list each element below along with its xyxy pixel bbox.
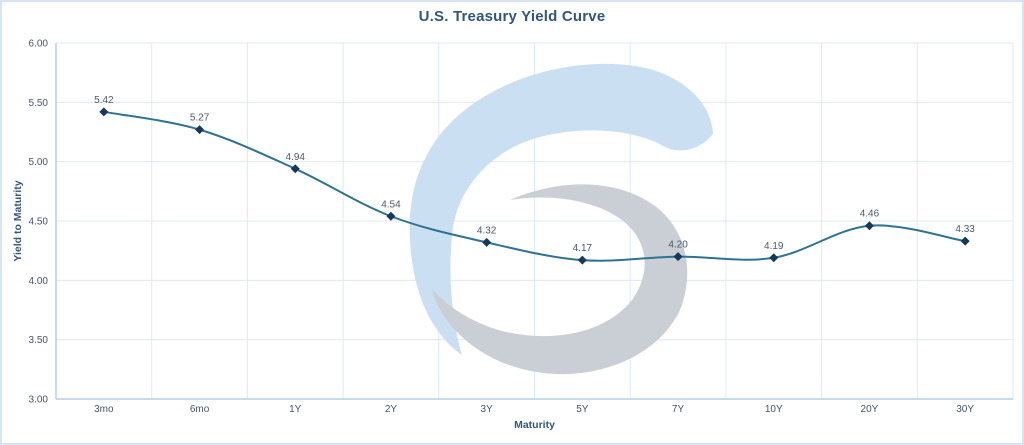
data-point-marker (577, 255, 587, 265)
data-label: 5.27 (190, 113, 210, 124)
y-tick-label: 4.50 (29, 217, 49, 228)
data-point-marker (960, 236, 970, 246)
data-label: 4.17 (573, 243, 593, 254)
data-point-marker (195, 125, 205, 135)
y-tick-label: 4.00 (29, 276, 49, 287)
brand-swirl-logo-watermark-inner-icon (432, 184, 688, 375)
x-tick-label: 30Y (956, 404, 974, 415)
yield-curve-line (103, 110, 966, 262)
data-label: 4.32 (477, 225, 497, 236)
data-point-marker (482, 237, 492, 247)
x-tick-label: 2Y (385, 404, 398, 415)
data-point-marker (769, 253, 779, 263)
data-label: 4.33 (955, 224, 975, 235)
x-tick-label: 7Y (672, 404, 685, 415)
x-axis-title: Maturity (514, 419, 555, 431)
data-point-marker (864, 221, 874, 231)
data-point-marker (99, 107, 109, 117)
x-tick-label: 5Y (576, 404, 589, 415)
data-point-marker (673, 252, 683, 262)
data-label: 4.46 (860, 209, 880, 220)
y-tick-label: 5.00 (29, 157, 49, 168)
x-tick-label: 20Y (861, 404, 879, 415)
data-point-marker (386, 211, 396, 221)
data-label: 4.54 (381, 199, 401, 210)
y-tick-label: 3.00 (29, 395, 49, 406)
data-label: 4.19 (764, 241, 784, 252)
brand-swirl-logo-watermark-outer-icon (409, 63, 713, 356)
chart-title: U.S. Treasury Yield Curve (418, 8, 606, 25)
data-point-marker (290, 164, 300, 174)
y-tick-label: 3.50 (29, 335, 49, 346)
x-tick-label: 6mo (190, 404, 210, 415)
x-tick-label: 3Y (481, 404, 494, 415)
x-tick-label: 3mo (94, 404, 114, 415)
data-label: 5.42 (94, 95, 114, 106)
x-tick-label: 1Y (289, 404, 302, 415)
y-tick-label: 6.00 (29, 39, 49, 50)
data-label: 4.20 (668, 240, 688, 251)
x-tick-label: 10Y (765, 404, 783, 415)
data-label: 4.94 (286, 152, 306, 163)
y-tick-label: 5.50 (29, 98, 49, 109)
